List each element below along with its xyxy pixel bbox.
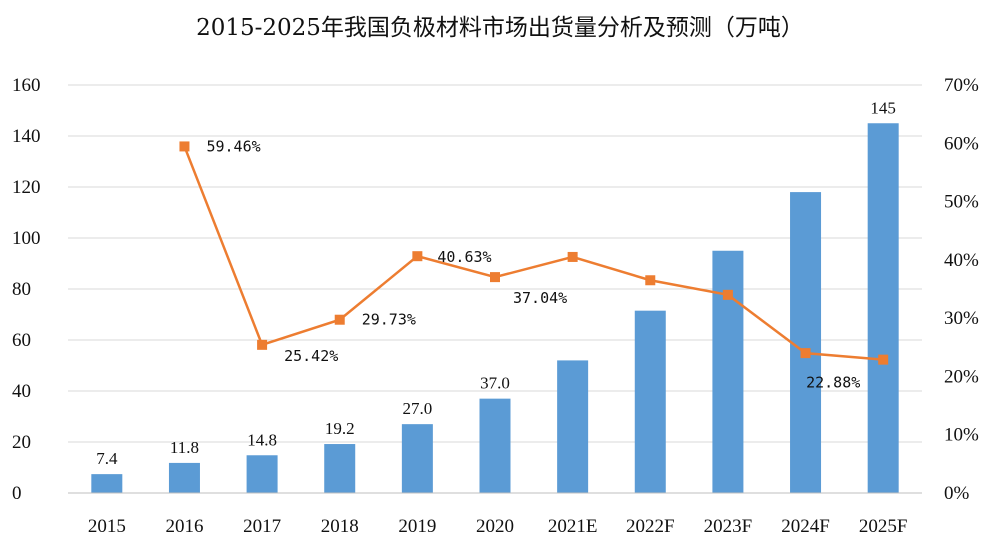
- axes: 0 20 40 60 80 100 120 140 160 0% 10% 20% 30% 40% 50% 60…: [12, 75, 979, 537]
- y-right-tick-label: 50%: [944, 192, 979, 213]
- bar: [712, 250, 744, 493]
- line-point-marker: [878, 354, 889, 365]
- bar: [91, 474, 123, 493]
- y-left-tick-label: 40: [12, 381, 31, 402]
- line-value-label: 59.46%: [206, 137, 260, 155]
- bar: [557, 360, 589, 493]
- x-tick-label: 2024F: [781, 516, 830, 537]
- line-point-marker: [567, 251, 578, 262]
- y-left-tick-label: 120: [12, 177, 41, 198]
- bar: [479, 398, 511, 493]
- line-value-label: 40.63%: [437, 248, 491, 266]
- line-value-label: 37.04%: [513, 289, 567, 307]
- line-point-marker: [179, 141, 190, 152]
- y-right-tick-label: 40%: [944, 250, 979, 271]
- x-tick-label: 2016: [165, 516, 203, 537]
- bar-series: [91, 123, 899, 493]
- x-tick-label: 2025F: [859, 516, 908, 537]
- y-left-tick-label: 80: [12, 279, 31, 300]
- bar-value-label: 11.8: [170, 438, 199, 457]
- x-tick-label: 2021E: [548, 516, 598, 537]
- x-tick-label: 2020: [476, 516, 514, 537]
- bar-value-label: 37.0: [480, 374, 510, 393]
- y-left-tick-label: 60: [12, 330, 31, 351]
- y-left-tick-label: 140: [12, 126, 41, 147]
- x-tick-label: 2019: [398, 516, 436, 537]
- bar: [168, 462, 200, 493]
- bar: [790, 192, 822, 493]
- y-right-tick-label: 70%: [944, 75, 979, 96]
- line-point-marker: [490, 272, 500, 283]
- line-value-label: 25.42%: [284, 347, 338, 365]
- line-series: [179, 141, 889, 365]
- gridlines: [68, 84, 922, 443]
- chart-title: 2015-2025年我国负极材料市场出货量分析及预测（万吨）: [196, 15, 804, 41]
- bar: [634, 310, 666, 493]
- bar-value-label: 27.0: [402, 399, 432, 418]
- bar-value-label: 19.2: [325, 419, 355, 438]
- bar: [867, 123, 899, 493]
- line-point-marker: [800, 348, 811, 359]
- y-right-tick-label: 60%: [944, 133, 979, 154]
- y-right-tick-label: 20%: [944, 366, 979, 387]
- y-right-tick-label: 30%: [944, 308, 979, 329]
- x-tick-label: 2018: [321, 516, 359, 537]
- y-right-tick-label: 10%: [944, 425, 979, 446]
- y-left-tick-label: 0: [12, 483, 22, 504]
- bar-value-label: 145: [870, 98, 896, 117]
- data-labels: 7.4 11.8 14.8 19.2 27.0 37.0 145 59.46% 25.42% 29…: [96, 98, 896, 468]
- bar-value-label: 14.8: [247, 430, 277, 449]
- bar: [324, 444, 356, 493]
- x-tick-label: 2015: [88, 516, 126, 537]
- line-point-marker: [257, 339, 268, 350]
- x-tick-label: 2022F: [626, 516, 675, 537]
- y-left-tick-label: 20: [12, 432, 31, 453]
- line-point-marker: [412, 251, 423, 262]
- y-left-tick-label: 160: [12, 75, 41, 96]
- bar: [246, 455, 278, 493]
- x-tick-label: 2023F: [704, 516, 753, 537]
- bar-value-label: 7.4: [96, 449, 118, 468]
- growth-line: [183, 145, 884, 361]
- line-point-marker: [722, 289, 733, 300]
- line-point-marker: [334, 314, 345, 325]
- line-value-label: 29.73%: [362, 311, 416, 329]
- y-left-tick-label: 100: [12, 228, 41, 249]
- bar: [401, 424, 433, 493]
- x-tick-label: 2017: [243, 516, 281, 537]
- line-value-label: 22.88%: [806, 374, 860, 392]
- line-point-marker: [645, 275, 656, 286]
- y-right-tick-label: 0%: [944, 483, 970, 504]
